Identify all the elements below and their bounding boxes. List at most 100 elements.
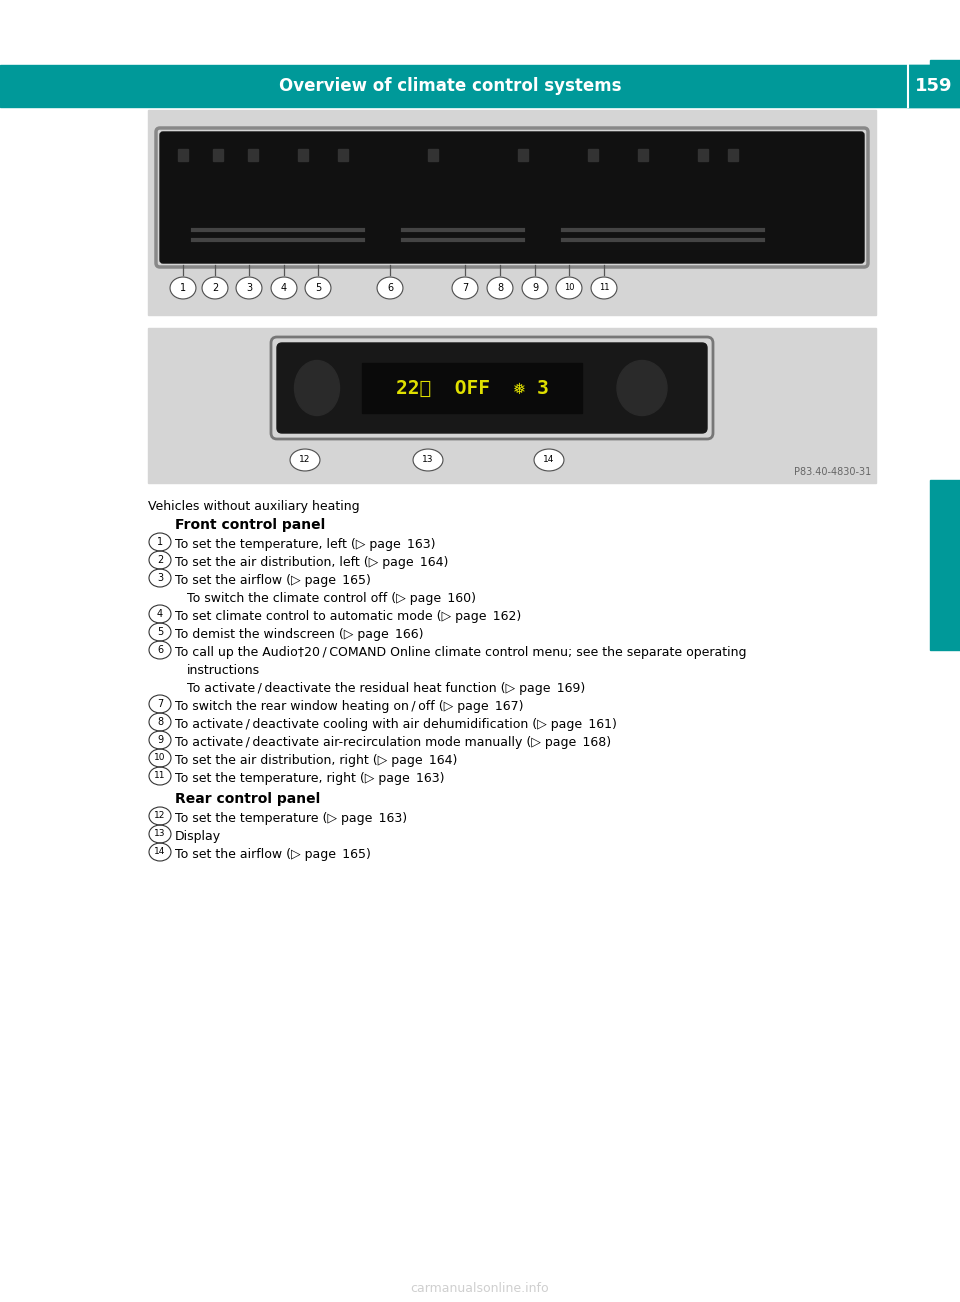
FancyBboxPatch shape	[277, 342, 707, 434]
Text: 3: 3	[246, 283, 252, 293]
Ellipse shape	[170, 277, 196, 299]
Text: 13: 13	[422, 456, 434, 465]
Ellipse shape	[377, 277, 403, 299]
Text: 7: 7	[156, 699, 163, 710]
Bar	[338, 148, 348, 161]
Ellipse shape	[556, 277, 582, 299]
Text: Overview of climate control systems: Overview of climate control systems	[278, 77, 621, 95]
Text: To set the air distribution, right (▷ page 164): To set the air distribution, right (▷ pa…	[175, 754, 457, 767]
Ellipse shape	[522, 277, 548, 299]
Text: To activate / deactivate air-recirculation mode manually (▷ page 168): To activate / deactivate air-recirculati…	[175, 736, 612, 749]
Text: 6: 6	[156, 644, 163, 655]
Text: 1: 1	[156, 536, 163, 547]
Text: 3: 3	[156, 573, 163, 583]
Text: 2: 2	[156, 555, 163, 565]
Bar	[428, 148, 438, 161]
Bar	[588, 148, 598, 161]
Bar	[148, 328, 876, 483]
Text: Display: Display	[175, 829, 221, 842]
Ellipse shape	[149, 767, 171, 785]
Text: To set climate control to automatic mode (▷ page 162): To set climate control to automatic mode…	[175, 611, 521, 622]
Text: To set the temperature, right (▷ page 163): To set the temperature, right (▷ page 16…	[175, 772, 444, 785]
Ellipse shape	[149, 569, 171, 587]
Text: To call up the Audio†20 / COMAND Online climate control menu; see the separate o: To call up the Audio†20 / COMAND Online …	[175, 646, 747, 659]
Text: Vehicles without auxiliary heating: Vehicles without auxiliary heating	[148, 500, 360, 513]
Text: 4: 4	[281, 283, 287, 293]
Text: To set the temperature (▷ page 163): To set the temperature (▷ page 163)	[175, 812, 407, 825]
Ellipse shape	[149, 730, 171, 749]
Ellipse shape	[202, 277, 228, 299]
Text: 8: 8	[156, 717, 163, 727]
Ellipse shape	[617, 361, 667, 415]
Bar	[148, 109, 876, 315]
Text: To activate / deactivate cooling with air dehumidification (▷ page 161): To activate / deactivate cooling with ai…	[175, 717, 617, 730]
Bar	[698, 148, 708, 161]
Text: 22℃  OFF  ❅ 3: 22℃ OFF ❅ 3	[396, 379, 548, 397]
Bar	[248, 148, 258, 161]
Text: 6: 6	[387, 283, 393, 293]
Bar	[298, 148, 308, 161]
Text: 2: 2	[212, 283, 218, 293]
Text: 14: 14	[543, 456, 555, 465]
Bar	[930, 480, 960, 650]
Text: Climate control: Climate control	[938, 500, 952, 630]
Ellipse shape	[591, 277, 617, 299]
Bar	[518, 148, 528, 161]
Text: To set the temperature, left (▷ page 163): To set the temperature, left (▷ page 163…	[175, 538, 436, 551]
Text: 1: 1	[180, 283, 186, 293]
Ellipse shape	[271, 277, 297, 299]
Text: P83.40-4830-31: P83.40-4830-31	[794, 467, 871, 477]
Text: 12: 12	[300, 456, 311, 465]
Ellipse shape	[149, 533, 171, 551]
Text: 13: 13	[155, 829, 166, 838]
Ellipse shape	[149, 713, 171, 730]
FancyBboxPatch shape	[160, 132, 864, 263]
Text: 4: 4	[156, 609, 163, 618]
Text: 11: 11	[155, 772, 166, 780]
Ellipse shape	[305, 277, 331, 299]
Ellipse shape	[149, 749, 171, 767]
Text: Front control panel: Front control panel	[175, 518, 325, 533]
Text: 10: 10	[564, 284, 574, 293]
Bar	[638, 148, 648, 161]
Text: 10: 10	[155, 754, 166, 763]
Text: 7: 7	[462, 283, 468, 293]
Ellipse shape	[149, 605, 171, 622]
Text: 5: 5	[156, 628, 163, 637]
Ellipse shape	[236, 277, 262, 299]
Text: To switch the rear window heating on / off (▷ page 167): To switch the rear window heating on / o…	[175, 700, 523, 713]
Ellipse shape	[149, 551, 171, 569]
Ellipse shape	[149, 641, 171, 659]
Text: 159: 159	[915, 77, 952, 95]
Ellipse shape	[413, 449, 443, 471]
Text: To set the airflow (▷ page 165): To set the airflow (▷ page 165)	[175, 574, 371, 587]
Ellipse shape	[534, 449, 564, 471]
Bar	[908, 65, 960, 107]
Text: 9: 9	[156, 736, 163, 745]
Bar	[213, 148, 223, 161]
Text: To set the airflow (▷ page 165): To set the airflow (▷ page 165)	[175, 848, 371, 861]
Text: 11: 11	[599, 284, 610, 293]
Text: Rear control panel: Rear control panel	[175, 792, 321, 806]
Text: 5: 5	[315, 283, 322, 293]
Bar	[178, 148, 188, 161]
Bar	[362, 363, 582, 413]
Ellipse shape	[452, 277, 478, 299]
Text: carmanualsonline.info: carmanualsonline.info	[411, 1282, 549, 1295]
Ellipse shape	[149, 842, 171, 861]
Ellipse shape	[290, 449, 320, 471]
Ellipse shape	[149, 622, 171, 641]
Ellipse shape	[149, 825, 171, 842]
Text: To switch the climate control off (▷ page 160): To switch the climate control off (▷ pag…	[187, 592, 476, 605]
Text: 12: 12	[155, 811, 166, 820]
Text: 8: 8	[497, 283, 503, 293]
Ellipse shape	[487, 277, 513, 299]
Text: To activate / deactivate the residual heat function (▷ page 169): To activate / deactivate the residual he…	[187, 682, 586, 695]
Bar	[728, 148, 738, 161]
Bar	[0, 65, 960, 107]
Ellipse shape	[295, 361, 340, 415]
Text: To demist the windscreen (▷ page 166): To demist the windscreen (▷ page 166)	[175, 628, 423, 641]
Text: instructions: instructions	[187, 664, 260, 677]
Ellipse shape	[149, 807, 171, 825]
Bar	[930, 60, 960, 100]
